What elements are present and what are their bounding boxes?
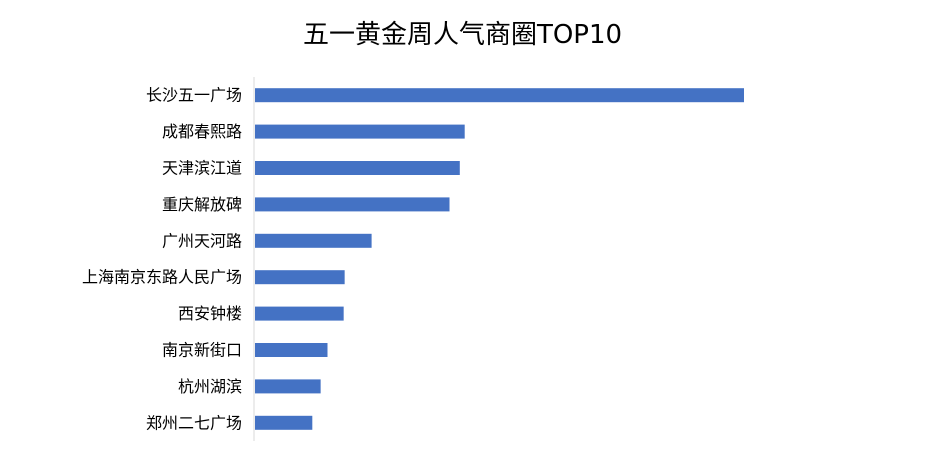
category-label: 成都春熙路 — [162, 122, 242, 141]
bar — [255, 161, 460, 175]
category-label: 天津滨江道 — [162, 159, 242, 178]
category-label: 西安钟楼 — [178, 304, 242, 323]
bar — [255, 379, 321, 394]
category-label: 重庆解放碑 — [162, 195, 242, 214]
bar — [255, 270, 345, 285]
bar — [255, 88, 744, 103]
category-label: 杭州湖滨 — [178, 377, 242, 396]
bar — [255, 197, 450, 212]
bar — [255, 415, 313, 430]
bar — [255, 306, 344, 321]
category-label: 长沙五一广场 — [146, 86, 242, 105]
chart-title: 五一黄金周人气商圈TOP10 — [302, 20, 623, 50]
bar — [255, 343, 328, 357]
category-label: 南京新街口 — [162, 341, 242, 360]
bar — [255, 233, 372, 248]
category-label: 郑州二七广场 — [146, 413, 242, 432]
category-label: 上海南京东路人民广场 — [82, 268, 242, 287]
category-label: 广州天河路 — [162, 231, 242, 250]
bar — [255, 124, 465, 139]
